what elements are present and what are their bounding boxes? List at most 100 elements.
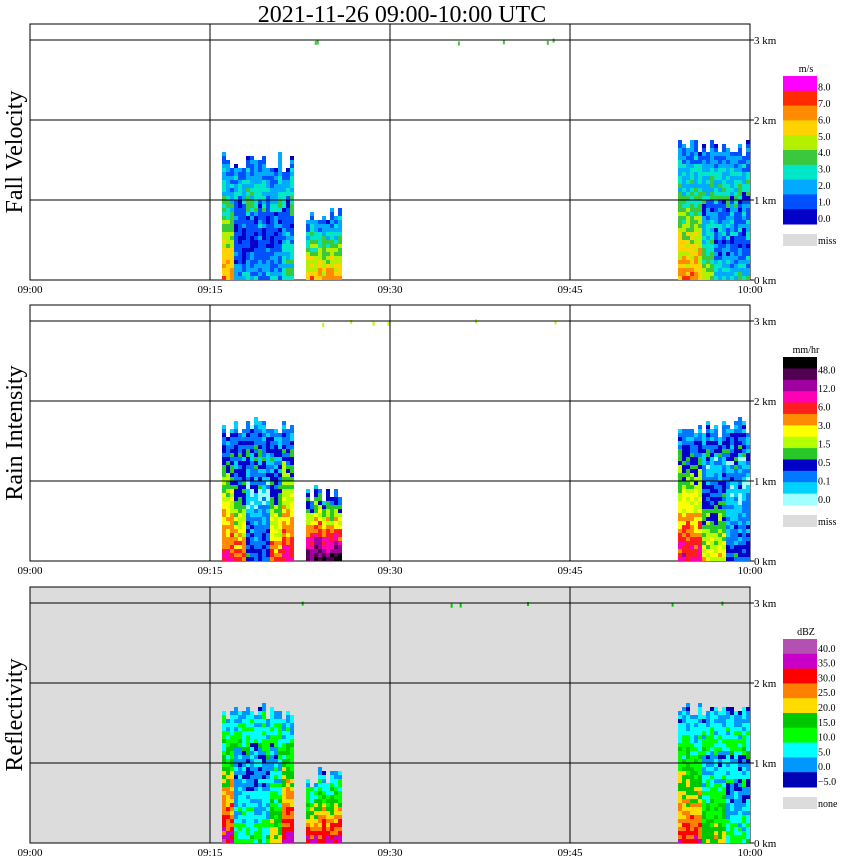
echo-cell (722, 513, 726, 517)
echo-cell (246, 719, 250, 723)
echo-cell (290, 791, 294, 795)
echo-cell (250, 449, 254, 453)
echo-cell (714, 533, 718, 537)
echo-cell (694, 156, 698, 160)
echo-cell (262, 739, 266, 743)
echo-cell (706, 453, 710, 457)
echo-cell (686, 240, 690, 244)
echo-cell (718, 449, 722, 453)
echo-cell (726, 497, 730, 501)
echo-cell (746, 256, 750, 260)
echo-cell (222, 272, 226, 276)
echo-cell (250, 232, 254, 236)
echo-cell (726, 517, 730, 521)
echo-cell (690, 232, 694, 236)
echo-cell (338, 252, 342, 256)
echo-cell (730, 248, 734, 252)
echo-cell (718, 276, 722, 280)
echo-cell (702, 200, 706, 204)
echo-cell (278, 168, 282, 172)
echo-cell (286, 260, 290, 264)
echo-cell (230, 557, 234, 561)
echo-cell (282, 260, 286, 264)
echo-cell (234, 469, 238, 473)
echo-cell (222, 441, 226, 445)
echo-cell (702, 541, 706, 545)
echo-cell (710, 216, 714, 220)
echo-cell (742, 517, 746, 521)
echo-cell (686, 204, 690, 208)
echo-cell (338, 509, 342, 513)
echo-cell (714, 176, 718, 180)
echo-cell (290, 557, 294, 561)
echo-cell (226, 204, 230, 208)
echo-cell (318, 493, 322, 497)
echo-cell (242, 449, 246, 453)
echo-cell (726, 457, 730, 461)
echo-cell (262, 168, 266, 172)
echo-cell (258, 236, 262, 240)
echo-cell (242, 244, 246, 248)
echo-cell (694, 521, 698, 525)
echo-cell (706, 188, 710, 192)
echo-cell (682, 485, 686, 489)
echo-cell (286, 465, 290, 469)
echo-cell (270, 497, 274, 501)
echo-cell (330, 244, 334, 248)
echo-cell (278, 715, 282, 719)
echo-cell (738, 192, 742, 196)
echo-cell (694, 272, 698, 276)
echo-cell (714, 224, 718, 228)
echo-cell (262, 212, 266, 216)
echo-cell (698, 228, 702, 232)
echo-cell (706, 445, 710, 449)
echo-cell (714, 465, 718, 469)
echo-cell (254, 457, 258, 461)
echo-cell (234, 735, 238, 739)
echo-cell (690, 477, 694, 481)
echo-cell (230, 256, 234, 260)
echo-cell (246, 236, 250, 240)
echo-cell (322, 264, 326, 268)
echo-cell (222, 236, 226, 240)
echo-cell (718, 164, 722, 168)
echo-cell (234, 421, 238, 425)
echo-cell (238, 723, 242, 727)
colorbar-label: 5.0 (818, 132, 831, 143)
echo-cell (322, 224, 326, 228)
echo-cell (726, 164, 730, 168)
echo-cell (702, 501, 706, 505)
echo-cell (258, 260, 262, 264)
echo-cell (718, 224, 722, 228)
echo-cell (278, 188, 282, 192)
echo-cell (250, 437, 254, 441)
echo-cell (726, 276, 730, 280)
echo-cell (306, 248, 310, 252)
echo-cell (326, 545, 330, 549)
echo-cell (246, 711, 250, 715)
echo-cell (282, 767, 286, 771)
echo-cell (230, 196, 234, 200)
echo-cell (338, 232, 342, 236)
echo-cell (286, 220, 290, 224)
colorbar-label: 48.0 (818, 366, 836, 377)
echo-cell (238, 533, 242, 537)
echo-cell (338, 549, 342, 553)
echo-cell (698, 168, 702, 172)
echo-cell (706, 156, 710, 160)
echo-cell (690, 248, 694, 252)
echo-cell (334, 529, 338, 533)
echo-cell (690, 236, 694, 240)
echo-cell (246, 509, 250, 513)
echo-cell (234, 719, 238, 723)
echo-cell (222, 160, 226, 164)
echo-cell (262, 457, 266, 461)
echo-cell (258, 232, 262, 236)
colorbar-missing-swatch (783, 515, 817, 527)
echo-cell (702, 272, 706, 276)
echo-cell (714, 477, 718, 481)
echo-cell (254, 256, 258, 260)
echo-cell (222, 493, 226, 497)
echo-cell (274, 557, 278, 561)
echo-cell (266, 453, 270, 457)
